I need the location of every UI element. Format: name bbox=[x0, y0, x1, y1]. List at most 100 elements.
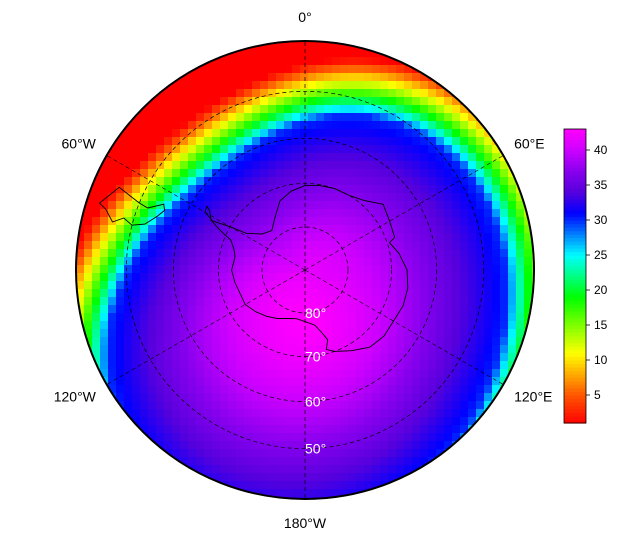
field-cell bbox=[116, 169, 125, 178]
field-cell bbox=[212, 161, 221, 170]
field-cell bbox=[100, 337, 109, 346]
field-cell bbox=[108, 273, 117, 282]
field-cell bbox=[148, 153, 157, 162]
field-cell bbox=[308, 137, 317, 146]
field-cell bbox=[124, 241, 133, 250]
field-cell bbox=[388, 305, 397, 314]
field-cell bbox=[348, 473, 357, 482]
field-cell bbox=[212, 137, 221, 146]
field-cell bbox=[212, 369, 221, 378]
field-cell bbox=[196, 129, 205, 138]
field-cell bbox=[156, 345, 165, 354]
field-cell bbox=[484, 185, 493, 194]
field-cell bbox=[468, 313, 477, 322]
field-cell bbox=[372, 41, 381, 50]
field-cell bbox=[252, 457, 261, 466]
field-cell bbox=[324, 313, 333, 322]
field-cell bbox=[228, 105, 237, 114]
field-cell bbox=[500, 345, 509, 354]
field-cell bbox=[420, 393, 429, 402]
field-cell bbox=[116, 201, 125, 210]
field-cell bbox=[324, 209, 333, 218]
field-cell bbox=[356, 361, 365, 370]
field-cell bbox=[396, 297, 405, 306]
field-cell bbox=[244, 113, 253, 122]
field-cell bbox=[436, 217, 445, 226]
field-cell bbox=[196, 97, 205, 106]
meridian-line bbox=[106, 269, 306, 385]
field-cell bbox=[492, 289, 501, 298]
field-cell bbox=[316, 169, 325, 178]
field-cell bbox=[452, 113, 461, 122]
field-cell bbox=[284, 409, 293, 418]
field-cell bbox=[308, 209, 317, 218]
field-cell bbox=[140, 425, 149, 434]
field-cell bbox=[324, 185, 333, 194]
field-cell bbox=[132, 241, 141, 250]
field-cell bbox=[108, 257, 117, 266]
field-cell bbox=[364, 177, 373, 186]
field-cell bbox=[228, 441, 237, 450]
field-cell bbox=[308, 241, 317, 250]
field-cell bbox=[380, 281, 389, 290]
field-cell bbox=[212, 153, 221, 162]
field-cell bbox=[268, 425, 277, 434]
field-cell bbox=[228, 273, 237, 282]
field-cell bbox=[460, 113, 469, 122]
field-cell bbox=[436, 361, 445, 370]
field-cell bbox=[212, 121, 221, 130]
field-cell bbox=[172, 385, 181, 394]
field-cell bbox=[252, 153, 261, 162]
field-cell bbox=[476, 353, 485, 362]
field-cell bbox=[428, 385, 437, 394]
field-cell bbox=[324, 385, 333, 394]
field-cell bbox=[332, 369, 341, 378]
field-cell bbox=[292, 257, 301, 266]
field-cell bbox=[484, 393, 493, 402]
field-cell bbox=[172, 417, 181, 426]
field-cell bbox=[172, 129, 181, 138]
field-cell bbox=[212, 441, 221, 450]
field-cell bbox=[388, 409, 397, 418]
field-cell bbox=[316, 273, 325, 282]
field-cell bbox=[372, 249, 381, 258]
field-cell bbox=[420, 305, 429, 314]
field-cell bbox=[308, 473, 317, 482]
field-cell bbox=[300, 337, 309, 346]
field-cell bbox=[164, 385, 173, 394]
field-cell bbox=[444, 433, 453, 442]
field-cell bbox=[156, 401, 165, 410]
field-cell bbox=[380, 457, 389, 466]
field-cell bbox=[116, 289, 125, 298]
field-cell bbox=[404, 153, 413, 162]
field-cell bbox=[92, 353, 101, 362]
field-cell bbox=[300, 449, 309, 458]
field-cell bbox=[420, 329, 429, 338]
field-cell bbox=[236, 121, 245, 130]
field-cell bbox=[220, 65, 229, 74]
field-cell bbox=[284, 433, 293, 442]
field-cell bbox=[436, 377, 445, 386]
field-cell bbox=[300, 353, 309, 362]
field-cell bbox=[492, 273, 501, 282]
field-cell bbox=[468, 153, 477, 162]
field-cell bbox=[348, 217, 357, 226]
field-cell bbox=[172, 217, 181, 226]
field-cell bbox=[268, 441, 277, 450]
field-cell bbox=[92, 273, 101, 282]
field-cell bbox=[220, 201, 229, 210]
field-cell bbox=[148, 305, 157, 314]
field-cell bbox=[236, 465, 245, 474]
field-cell bbox=[412, 73, 421, 82]
field-cell bbox=[180, 329, 189, 338]
field-cell bbox=[260, 377, 269, 386]
field-cell bbox=[268, 377, 277, 386]
field-cell bbox=[252, 401, 261, 410]
field-cell bbox=[260, 473, 269, 482]
field-cell bbox=[436, 145, 445, 154]
field-cell bbox=[300, 441, 309, 450]
field-cell bbox=[292, 217, 301, 226]
field-cell bbox=[420, 97, 429, 106]
field-cell bbox=[492, 353, 501, 362]
field-cell bbox=[388, 321, 397, 330]
